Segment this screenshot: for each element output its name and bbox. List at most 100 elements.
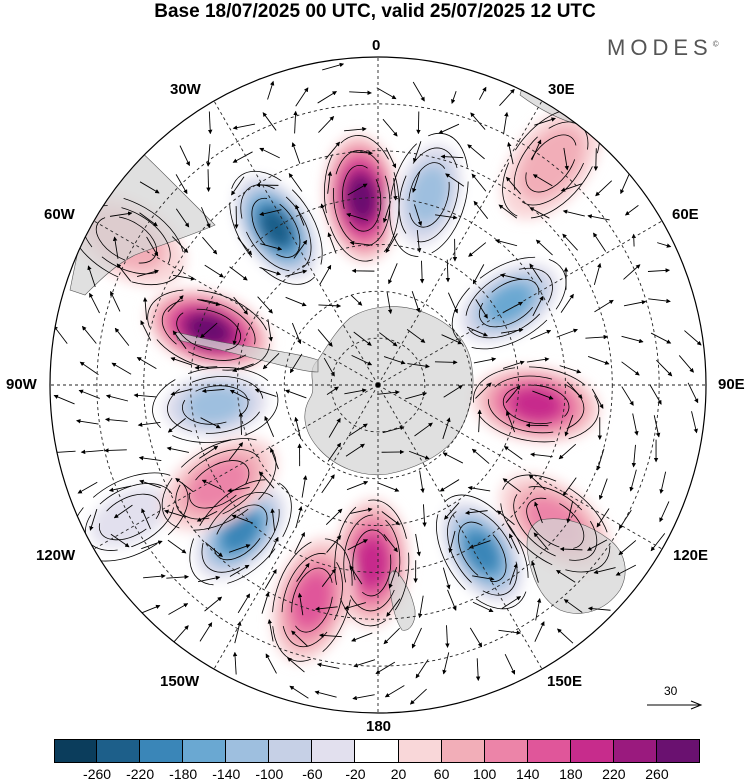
wind-arrow: [629, 469, 637, 492]
wind-arrow: [262, 112, 277, 131]
wind-arrow: [659, 501, 670, 523]
wind-arrow: [301, 475, 308, 498]
lon-label-60e: 60E: [672, 206, 699, 223]
wind-arrow: [349, 240, 373, 246]
wind-arrow: [469, 627, 483, 648]
lon-label-150e: 150E: [547, 673, 583, 690]
wind-arrow: [503, 446, 523, 460]
wind-arrow: [291, 322, 302, 345]
meridian-line: [213, 384, 379, 670]
circulation-line: [334, 499, 410, 627]
colorbar-tick-label: 260: [645, 766, 669, 782]
colorbar-tick-label: -100: [255, 766, 284, 782]
wind-arrow: [139, 604, 161, 615]
land-masses: [69, 59, 626, 631]
wind-arrow: [344, 126, 367, 132]
wind-arrow: [618, 540, 637, 556]
wind-arrow: [231, 176, 245, 196]
wind-arrow: [114, 327, 130, 346]
circulation-line: [408, 162, 450, 228]
wind-arrow: [167, 295, 184, 312]
wind-arrow: [136, 269, 159, 278]
wind-arrow: [383, 534, 398, 553]
wind-arrow: [620, 173, 630, 195]
wind-arrow: [501, 596, 522, 609]
wind-arrow: [505, 385, 521, 403]
wind-arrow: [351, 354, 373, 366]
wind-arrow: [388, 566, 398, 589]
wind-arrow: [475, 299, 488, 319]
wind-arrow: [442, 567, 451, 590]
wind-arrow: [531, 560, 539, 583]
circulation-line: [458, 521, 507, 583]
wind-arrow: [202, 236, 218, 255]
pole-marker: [375, 382, 381, 388]
wind-arrow: [317, 329, 333, 347]
wind-arrow: [657, 242, 672, 248]
wind-arrow: [228, 442, 244, 461]
circulation-line: [188, 460, 250, 509]
wind-arrow: [381, 511, 400, 526]
wind-arrow: [509, 533, 520, 555]
wind-arrow: [499, 88, 515, 106]
wind-arrow: [653, 415, 661, 438]
reference-vector-label: 30: [664, 684, 678, 698]
wind-arrow: [507, 141, 514, 165]
colorbar-swatch: [398, 739, 442, 763]
colorbar-swatch: [269, 739, 313, 763]
wind-arrow: [502, 360, 525, 369]
wind-arrow: [294, 531, 305, 553]
wind-arrow: [229, 564, 250, 577]
wind-arrow: [465, 510, 488, 515]
wind-arrow: [505, 410, 516, 433]
wind-arrow: [296, 562, 310, 582]
wind-arrow: [534, 621, 545, 642]
wind-arrow: [558, 443, 577, 460]
wind-arrow: [531, 139, 542, 161]
colorbar-tick-label: -220: [126, 766, 155, 782]
wind-arrow: [140, 320, 152, 341]
wind-arrow: [562, 233, 578, 251]
anomaly-shade: [410, 167, 448, 223]
wind-arrow: [419, 470, 425, 494]
wind-arrow: [267, 319, 273, 342]
wind-arrow: [585, 334, 609, 340]
wind-arrow: [442, 652, 450, 675]
wind-arrow: [349, 90, 372, 96]
wind-arrow: [595, 180, 613, 197]
wind-arrow: [166, 574, 190, 580]
wind-arrow: [237, 593, 251, 614]
wind-arrow: [377, 390, 400, 395]
wind-arrow: [350, 507, 373, 514]
wind-arrow: [470, 112, 486, 130]
wind-arrow: [419, 260, 425, 284]
wind-arrow: [137, 421, 161, 427]
colorbar-swatch: [183, 739, 227, 763]
wind-arrow: [557, 628, 574, 644]
wind-arrow: [621, 335, 644, 344]
wind-arrow: [560, 183, 583, 192]
wind-arrow: [295, 204, 305, 226]
colorbar-swatch: [355, 739, 399, 763]
colorbar-labels: -260 -220 -180 -140 -100 -60 -20 20 60 100 140 180 2…: [54, 766, 700, 782]
lon-label-30w: 30W: [170, 81, 201, 98]
wind-arrow: [116, 263, 132, 282]
wind-arrow: [168, 603, 189, 615]
wind-arrow: [89, 509, 98, 531]
wind-arrow: [295, 506, 303, 529]
colorbar-swatch: [97, 739, 141, 763]
wind-arrow: [141, 540, 163, 550]
wind-arrow: [232, 323, 239, 346]
meridian-line: [377, 384, 543, 670]
wind-arrow: [201, 388, 225, 394]
wind-arrow: [596, 508, 610, 528]
wind-arrow: [382, 118, 398, 137]
wind-arrow: [327, 442, 341, 462]
wind-arrow: [448, 530, 456, 553]
wind-arrow: [291, 630, 308, 647]
wind-arrow: [346, 212, 369, 221]
wind-arrow: [351, 632, 373, 642]
wind-arrow: [258, 471, 275, 489]
wind-arrow: [105, 394, 129, 402]
wind-arrow: [593, 148, 599, 171]
